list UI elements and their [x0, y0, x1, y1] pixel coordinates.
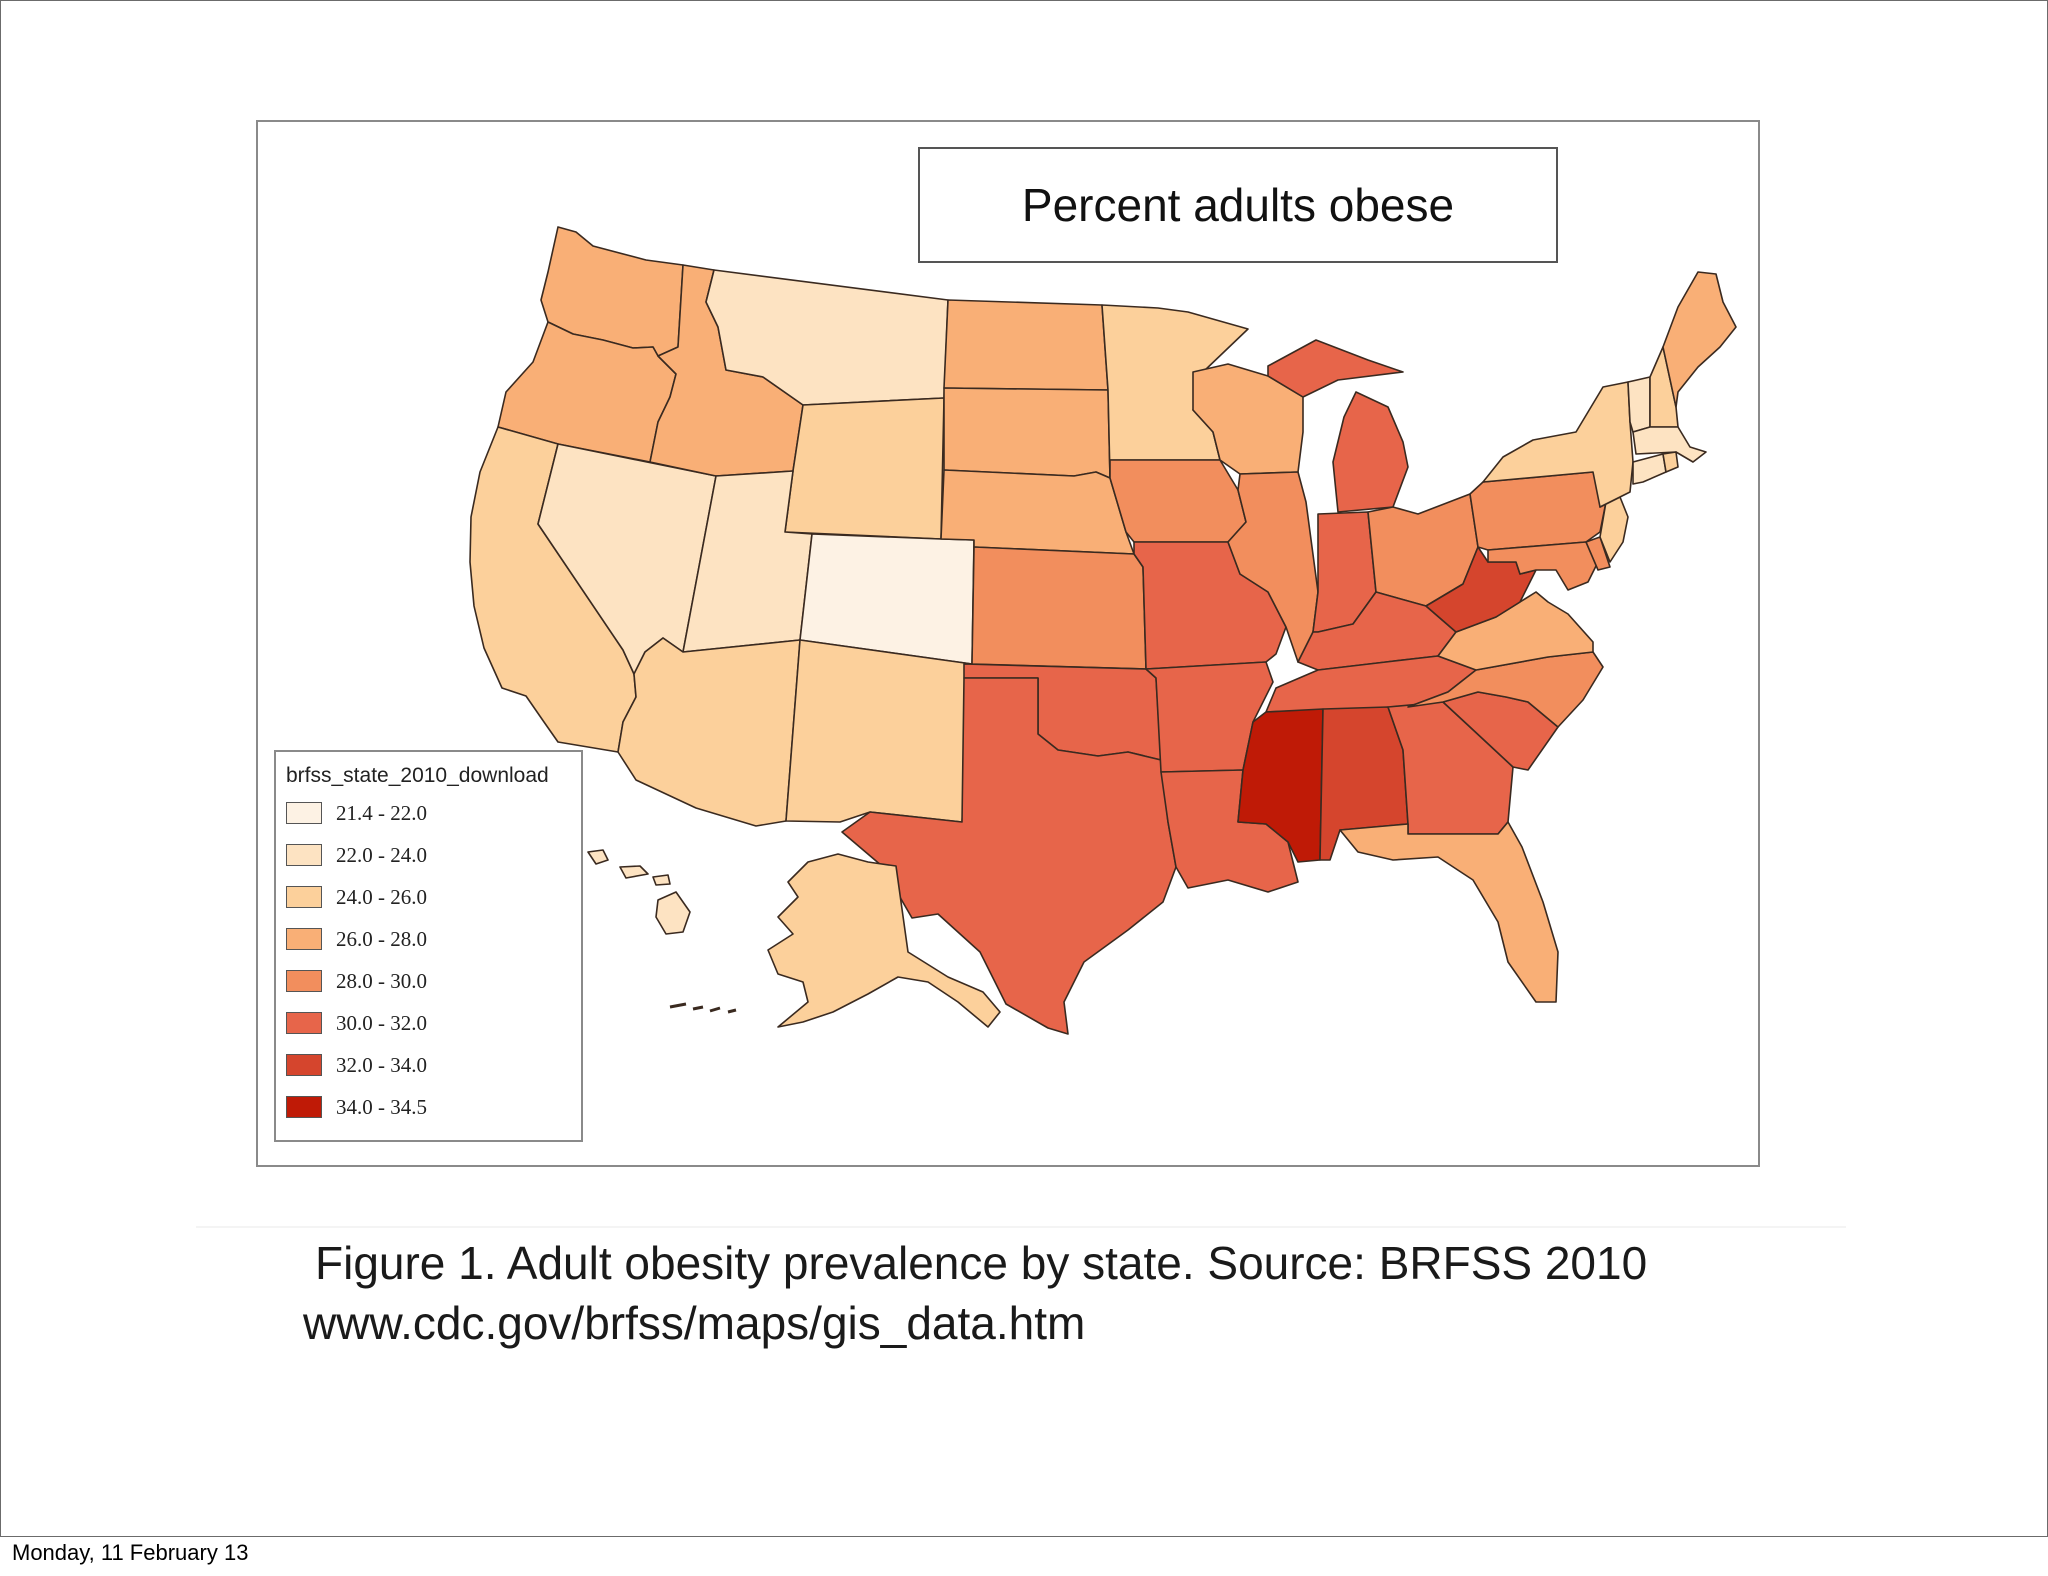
state-alaska	[767, 853, 1001, 1028]
legend-item: 22.0 - 24.0	[286, 840, 427, 870]
figure-caption: Figure 1. Adult obesity prevalence by st…	[303, 1233, 1648, 1353]
state-maine	[1662, 271, 1737, 408]
legend-swatch	[286, 928, 322, 950]
state-new-hampshire	[1649, 346, 1679, 428]
legend-item: 26.0 - 28.0	[286, 924, 427, 954]
legend-title: brfss_state_2010_download	[286, 764, 549, 787]
state-illinois	[1227, 471, 1319, 663]
state-iowa	[1109, 459, 1247, 543]
legend-item: 21.4 - 22.0	[286, 798, 427, 828]
legend-swatch	[286, 1054, 322, 1076]
map-frame: Percent adults obese brfss_state_2010_do…	[256, 120, 1760, 1167]
state-new-mexico	[785, 639, 973, 823]
state-wyoming	[784, 397, 945, 540]
state-pennsylvania	[1469, 471, 1607, 551]
legend-label: 32.0 - 34.0	[336, 1052, 427, 1077]
state-hawaii	[587, 849, 691, 935]
state-arizona	[617, 637, 801, 827]
state-kansas	[971, 546, 1147, 670]
state-connecticut	[1632, 453, 1667, 485]
legend-label: 21.4 - 22.0	[336, 800, 427, 825]
legend-swatch	[286, 1096, 322, 1118]
state-new-jersey	[1599, 496, 1629, 563]
aleutian-islands	[669, 1002, 737, 1014]
legend-swatch	[286, 802, 322, 824]
map-legend: brfss_state_2010_download 21.4 - 22.0 22…	[274, 750, 583, 1142]
legend-item: 30.0 - 32.0	[286, 1008, 427, 1038]
slide: Percent adults obese brfss_state_2010_do…	[0, 0, 2048, 1537]
legend-item: 24.0 - 26.0	[286, 882, 427, 912]
legend-label: 22.0 - 24.0	[336, 842, 427, 867]
state-nebraska	[940, 469, 1135, 555]
state-florida	[1339, 821, 1559, 1003]
legend-item: 32.0 - 34.0	[286, 1050, 427, 1080]
legend-swatch	[286, 886, 322, 908]
state-north-dakota	[943, 299, 1109, 391]
legend-label: 24.0 - 26.0	[336, 884, 427, 909]
state-vermont	[1627, 376, 1651, 433]
caption-line: Figure 1. Adult obesity prevalence by st…	[315, 1237, 1648, 1289]
caption-divider	[196, 1226, 1846, 1228]
legend-label: 30.0 - 32.0	[336, 1010, 427, 1035]
state-south-dakota	[943, 387, 1111, 479]
legend-label: 34.0 - 34.5	[336, 1094, 427, 1119]
legend-label: 26.0 - 28.0	[336, 926, 427, 951]
legend-item: 28.0 - 30.0	[286, 966, 427, 996]
state-texas	[841, 677, 1177, 1035]
caption-source-url: www.cdc.gov/brfss/maps/gis_data.htm	[303, 1297, 1086, 1349]
state-delaware	[1585, 536, 1611, 571]
legend-item: 34.0 - 34.5	[286, 1092, 427, 1122]
legend-label: 28.0 - 30.0	[336, 968, 427, 993]
legend-swatch	[286, 1012, 322, 1034]
us-choropleth-map	[469, 226, 1737, 1035]
legend-swatch	[286, 844, 322, 866]
state-massachusetts	[1632, 426, 1707, 463]
legend-swatch	[286, 970, 322, 992]
footer-date: Monday, 11 February 13	[12, 1540, 249, 1565]
map-title: Percent adults obese	[918, 147, 1558, 263]
state-rhode-island	[1662, 451, 1679, 473]
